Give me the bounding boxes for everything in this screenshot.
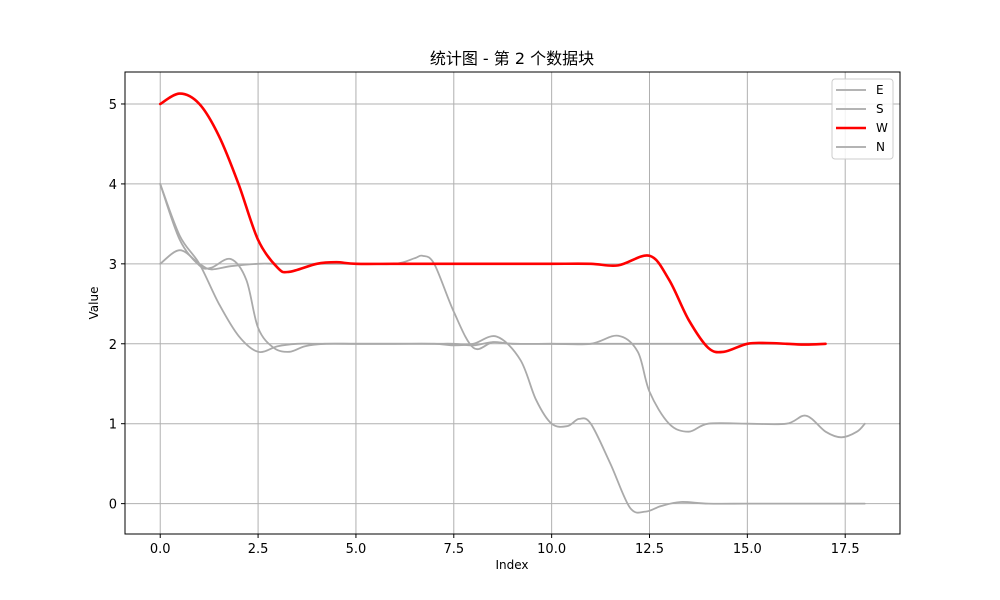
y-tick-label: 1 <box>109 418 117 433</box>
x-tick-label: 2.5 <box>248 542 269 557</box>
y-tick-label: 5 <box>109 98 117 113</box>
y-tick-label: 2 <box>109 338 117 353</box>
x-tick-label: 7.5 <box>443 542 464 557</box>
legend-box <box>831 78 894 160</box>
x-axis-ticks: 0.0 2.5 5.0 7.5 10.0 12.5 15.0 17.5 <box>150 534 860 557</box>
series-line-s <box>159 183 866 514</box>
x-tick-label: 15.0 <box>733 542 762 557</box>
x-tick-label: 17.5 <box>831 542 860 557</box>
series-lines <box>158 92 866 514</box>
legend-label-n: N <box>876 140 885 154</box>
y-axis-label: Value <box>87 287 101 320</box>
x-axis-label: Index <box>495 558 528 572</box>
x-tick-label: 10.0 <box>537 542 566 557</box>
y-tick-label: 3 <box>109 258 117 273</box>
y-axis-ticks: 0 1 2 3 4 5 <box>109 98 125 513</box>
series-line-w <box>158 92 827 354</box>
legend-label-s: S <box>876 102 884 116</box>
x-tick-label: 5.0 <box>346 542 367 557</box>
y-tick-label: 4 <box>109 178 117 193</box>
y-tick-label: 0 <box>109 498 117 513</box>
x-tick-label: 12.5 <box>635 542 664 557</box>
legend-label-e: E <box>876 83 884 97</box>
x-tick-label: 0.0 <box>150 542 171 557</box>
plot-area-frame <box>124 71 901 535</box>
chart-title: 统计图 - 第 2 个数据块 <box>430 49 594 68</box>
series-line-n <box>159 183 866 439</box>
legend-label-w: W <box>876 121 888 135</box>
